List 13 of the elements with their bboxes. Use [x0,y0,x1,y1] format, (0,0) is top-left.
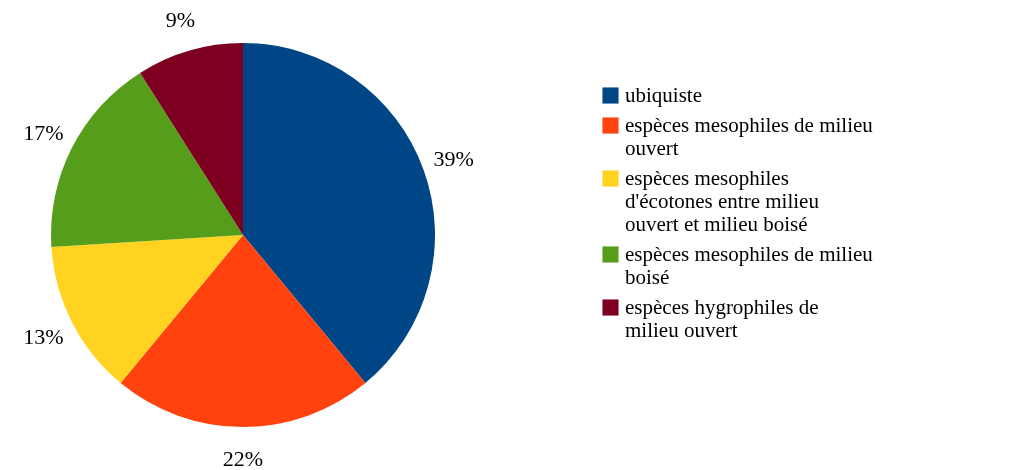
legend-label: ubiquiste [625,82,702,107]
data-label: 9% [165,6,196,32]
data-label: 22% [222,446,264,470]
pie-slice [120,235,366,427]
pie-slice [243,43,435,383]
data-label: 17% [23,120,64,146]
legend-label: espèces mesophiles de milieu boisé [625,241,874,289]
legend-label: espèces mesophiles d'écotones entre milieu ouvert et milieu boisé [625,165,820,236]
legend-label: espèces hygrophiles de milieu ouvert [625,294,819,342]
pie-slice [140,43,243,235]
legend-label: espèces mesophiles de milieu ouvert [625,112,874,160]
data-label: 13% [23,323,64,349]
data-label: 39% [433,146,474,172]
